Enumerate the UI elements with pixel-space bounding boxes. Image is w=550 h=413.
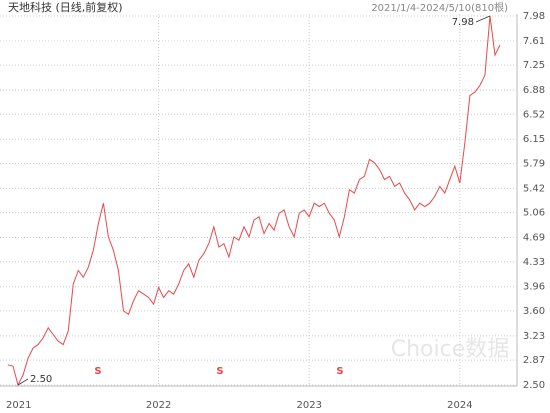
price-line — [7, 15, 501, 387]
y-tick-label: 5.42 — [523, 183, 545, 194]
y-tick-label: 6.15 — [523, 134, 545, 145]
annotation: 7.98 — [452, 17, 474, 28]
x-tick-label: 2024 — [447, 400, 472, 411]
chart-subtitle: 2021/1/4-2024/5/10(810根) — [371, 1, 508, 14]
chart-title: 天地科技 (日线,前复权) — [8, 0, 123, 14]
annotation: 2.50 — [30, 374, 52, 385]
event-marker: S — [216, 366, 223, 377]
event-marker: S — [94, 366, 101, 377]
y-tick-label: 2.50 — [523, 380, 545, 391]
y-tick-label: 4.69 — [523, 233, 545, 244]
watermark: Choice数据 — [391, 337, 510, 362]
y-tick-label: 5.06 — [523, 208, 545, 219]
y-tick-label: 7.61 — [523, 36, 545, 47]
y-tick-label: 6.88 — [523, 85, 545, 96]
annotation-arrow — [475, 15, 491, 23]
y-tick-label: 3.60 — [523, 306, 545, 317]
y-tick-label: 2.87 — [523, 355, 545, 366]
event-marker: S — [336, 366, 343, 377]
annotation-arrow — [17, 378, 29, 386]
x-tick-label: 2023 — [296, 400, 321, 411]
y-tick-label: 3.96 — [523, 282, 545, 293]
y-tick-label: 7.25 — [523, 60, 545, 71]
x-tick-label: 2022 — [146, 400, 171, 411]
y-tick-label: 7.98 — [523, 11, 545, 22]
x-tick-label: 2021 — [6, 400, 31, 411]
y-tick-label: 5.79 — [523, 158, 545, 169]
y-tick-label: 4.33 — [523, 257, 545, 268]
y-tick-label: 6.52 — [523, 109, 545, 120]
y-tick-label: 3.23 — [523, 331, 545, 342]
